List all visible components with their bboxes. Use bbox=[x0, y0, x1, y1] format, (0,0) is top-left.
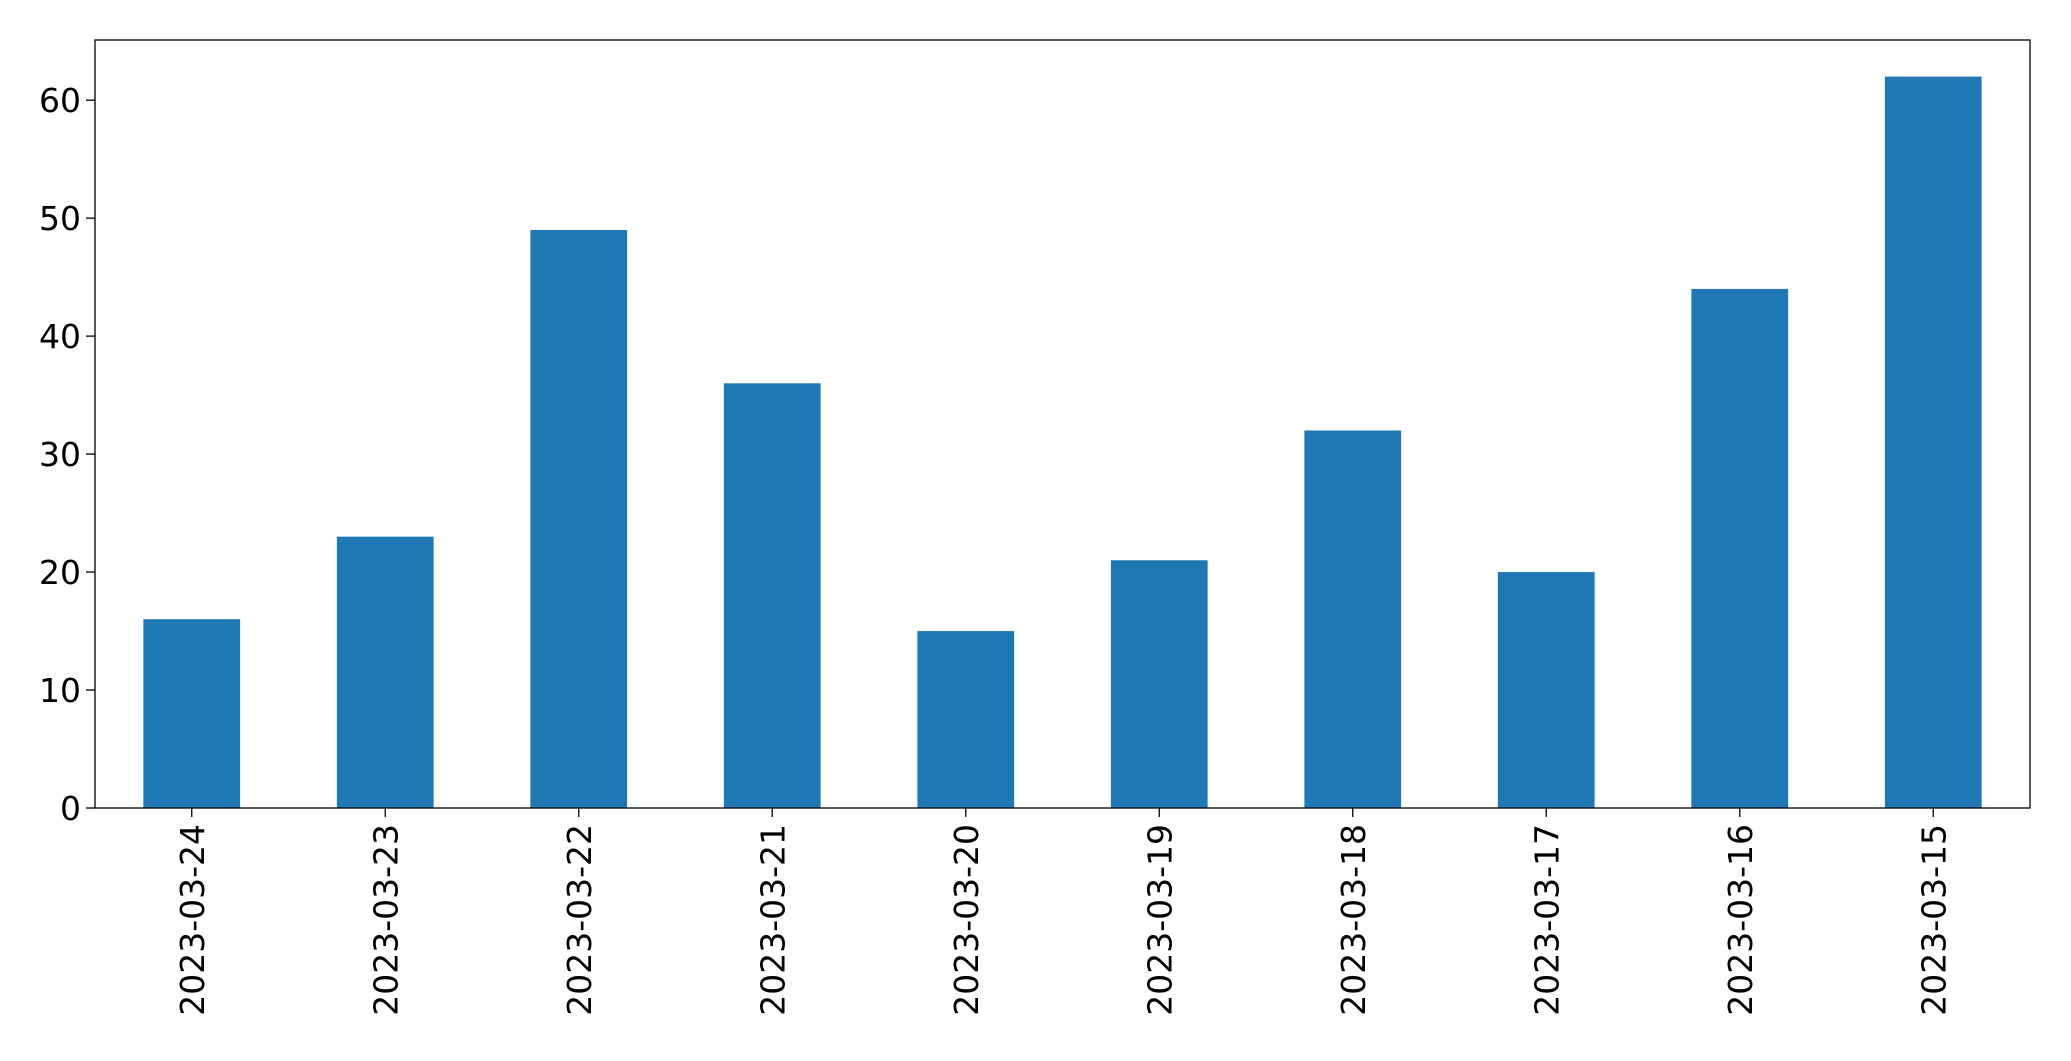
bar bbox=[1110, 560, 1208, 808]
x-tick-label: 2023-03-17 bbox=[1527, 824, 1566, 1016]
bar bbox=[336, 536, 434, 808]
bar bbox=[1691, 288, 1789, 809]
y-tick-label: 0 bbox=[60, 789, 81, 828]
x-tick-label: 2023-03-19 bbox=[1140, 824, 1179, 1016]
bar bbox=[723, 383, 821, 808]
y-tick-label: 50 bbox=[39, 199, 81, 238]
y-tick-label: 60 bbox=[39, 81, 81, 120]
x-tick-label: 2023-03-22 bbox=[560, 824, 599, 1016]
y-tick-label: 10 bbox=[39, 671, 81, 710]
x-tick-label: 2023-03-24 bbox=[173, 824, 212, 1016]
y-tick-label: 30 bbox=[39, 435, 81, 474]
x-tick-label: 2023-03-16 bbox=[1721, 824, 1760, 1016]
y-tick-label: 20 bbox=[39, 553, 81, 592]
bar bbox=[917, 631, 1015, 808]
x-tick-label: 2023-03-23 bbox=[366, 824, 405, 1016]
x-tick-label: 2023-03-21 bbox=[753, 824, 792, 1016]
x-tick-label: 2023-03-15 bbox=[1914, 824, 1953, 1016]
y-tick-label: 40 bbox=[39, 317, 81, 356]
x-tick-label: 2023-03-18 bbox=[1334, 824, 1373, 1016]
bar bbox=[530, 229, 628, 808]
bar bbox=[1304, 430, 1402, 808]
x-tick-label: 2023-03-20 bbox=[947, 824, 986, 1016]
bar bbox=[1884, 76, 1982, 809]
plot-frame bbox=[94, 39, 2031, 809]
bar bbox=[143, 619, 241, 808]
bar bbox=[1497, 572, 1595, 808]
